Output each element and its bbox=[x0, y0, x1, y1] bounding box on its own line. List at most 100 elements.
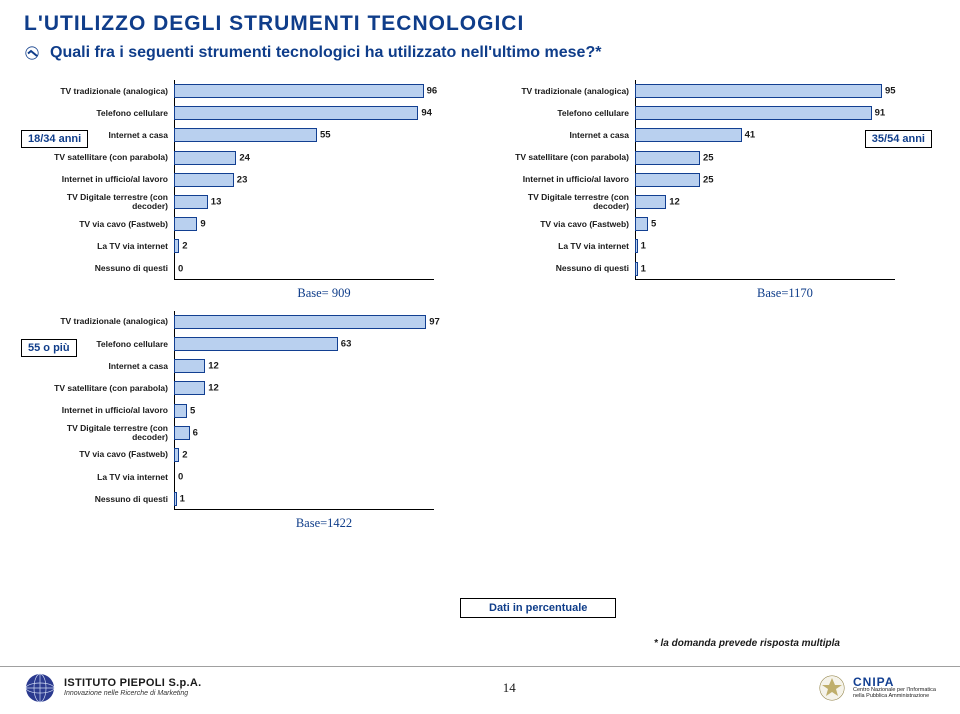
bar: 25 bbox=[635, 173, 700, 187]
chart-row: TV via cavo (Fastweb)9 bbox=[174, 213, 471, 235]
value-label: 96 bbox=[423, 86, 438, 97]
value-label: 63 bbox=[337, 338, 352, 349]
value-label: 12 bbox=[204, 361, 219, 372]
bar: 5 bbox=[174, 404, 187, 418]
chart-row: Internet in ufficio/al lavoro5 bbox=[174, 399, 490, 421]
value-label: 6 bbox=[189, 427, 198, 438]
value-label: 1 bbox=[637, 241, 646, 252]
bar: 12 bbox=[174, 381, 205, 395]
category-label: TV via cavo (Fastweb) bbox=[24, 220, 174, 229]
value-label: 12 bbox=[665, 197, 680, 208]
category-label: TV tradizionale (analogica) bbox=[24, 317, 174, 326]
bar: 6 bbox=[174, 426, 190, 440]
category-label: La TV via internet bbox=[24, 473, 174, 482]
value-label: 2 bbox=[178, 241, 187, 252]
bar: 41 bbox=[635, 128, 742, 142]
value-label: 95 bbox=[881, 86, 896, 97]
bar-area: 1 bbox=[635, 239, 895, 253]
category-label: Telefono cellulare bbox=[485, 109, 635, 118]
piepoli-line1: ISTITUTO PIEPOLI S.p.A. bbox=[64, 678, 202, 690]
base-label-left: Base= 909 bbox=[174, 286, 474, 301]
bar-area: 1 bbox=[174, 492, 434, 506]
category-label: TV Digitale terrestre (con decoder) bbox=[24, 193, 174, 211]
chart-row: TV tradizionale (analogica)95 bbox=[635, 80, 932, 102]
bar: 12 bbox=[174, 359, 205, 373]
bar: 94 bbox=[174, 106, 418, 120]
category-label: TV tradizionale (analogica) bbox=[485, 87, 635, 96]
chart-row: La TV via internet1 bbox=[635, 235, 932, 257]
footnote: * la domanda prevede risposta multipla bbox=[654, 638, 840, 649]
value-label: 1 bbox=[176, 494, 185, 505]
value-label: 5 bbox=[647, 219, 656, 230]
bar-area: 13 bbox=[174, 195, 434, 209]
bar-area: 2 bbox=[174, 239, 434, 253]
category-label: TV satellitare (con parabola) bbox=[485, 153, 635, 162]
bar: 2 bbox=[174, 239, 179, 253]
category-label: Nessuno di questi bbox=[24, 495, 174, 504]
bar: 97 bbox=[174, 315, 426, 329]
bullet-icon bbox=[24, 45, 40, 61]
category-label: TV Digitale terrestre (con decoder) bbox=[485, 193, 635, 211]
bar-area: 97 bbox=[174, 315, 434, 329]
bar-area: 95 bbox=[635, 84, 895, 98]
piepoli-line2: Innovazione nelle Ricerche di Marketing bbox=[64, 690, 202, 697]
bar-area: 94 bbox=[174, 106, 434, 120]
chart-row: TV tradizionale (analogica)97 bbox=[174, 311, 490, 333]
category-label: Nessuno di questi bbox=[24, 264, 174, 273]
bar-area: 9 bbox=[174, 217, 434, 231]
bar-area: 55 bbox=[174, 128, 434, 142]
bar-area: 25 bbox=[635, 173, 895, 187]
chart-block-top-left: 18/34 anni TV tradizionale (analogica)96… bbox=[24, 80, 475, 301]
category-label: Nessuno di questi bbox=[485, 264, 635, 273]
bar: 2 bbox=[174, 448, 179, 462]
chart-row: Telefono cellulare63 bbox=[174, 333, 490, 355]
category-label: La TV via internet bbox=[485, 242, 635, 251]
chart-row: TV Digitale terrestre (con decoder)12 bbox=[635, 191, 932, 213]
category-label: Internet a casa bbox=[24, 131, 174, 140]
bar: 63 bbox=[174, 337, 338, 351]
category-label: La TV via internet bbox=[24, 242, 174, 251]
value-label: 12 bbox=[204, 383, 219, 394]
category-label: TV via cavo (Fastweb) bbox=[485, 220, 635, 229]
cnipa-logo: CNIPA Centro Nazionale per l'Informatica… bbox=[817, 673, 936, 703]
bar-area: 24 bbox=[174, 151, 434, 165]
value-label: 25 bbox=[699, 174, 714, 185]
chart-row: La TV via internet0 bbox=[174, 466, 490, 488]
bar: 1 bbox=[635, 262, 638, 276]
base-label-bottom: Base=1422 bbox=[174, 516, 474, 531]
bar-chart-55plus: TV tradizionale (analogica)97Telefono ce… bbox=[24, 311, 494, 511]
category-label: Internet in ufficio/al lavoro bbox=[485, 175, 635, 184]
page-number: 14 bbox=[503, 680, 516, 696]
bar-area: 0 bbox=[174, 470, 434, 484]
value-label: 2 bbox=[178, 449, 187, 460]
category-label: Internet in ufficio/al lavoro bbox=[24, 175, 174, 184]
chart-row: Internet in ufficio/al lavoro25 bbox=[635, 169, 932, 191]
value-label: 23 bbox=[233, 174, 248, 185]
category-label: TV via cavo (Fastweb) bbox=[24, 450, 174, 459]
value-label: 24 bbox=[235, 152, 250, 163]
category-label: TV satellitare (con parabola) bbox=[24, 384, 174, 393]
chart-block-bottom: 55 o più TV tradizionale (analogica)97Te… bbox=[24, 311, 494, 532]
category-label: TV tradizionale (analogica) bbox=[24, 87, 174, 96]
category-label: Internet in ufficio/al lavoro bbox=[24, 406, 174, 415]
subtitle-text: Quali fra i seguenti strumenti tecnologi… bbox=[50, 44, 601, 62]
category-label: Internet a casa bbox=[485, 131, 635, 140]
bar: 1 bbox=[635, 239, 638, 253]
chart-row: La TV via internet2 bbox=[174, 235, 471, 257]
category-label: TV satellitare (con parabola) bbox=[24, 153, 174, 162]
value-label: 55 bbox=[316, 130, 331, 141]
chart-row: Internet a casa41 bbox=[635, 124, 932, 146]
footer: ISTITUTO PIEPOLI S.p.A. Innovazione nell… bbox=[0, 666, 960, 708]
bar-chart-18-34: TV tradizionale (analogica)96Telefono ce… bbox=[24, 80, 475, 280]
bar-area: 0 bbox=[174, 262, 434, 276]
chart-row: Telefono cellulare94 bbox=[174, 102, 471, 124]
bar-area: 12 bbox=[174, 381, 434, 395]
value-label: 0 bbox=[174, 472, 183, 483]
bar: 96 bbox=[174, 84, 424, 98]
bar-area: 91 bbox=[635, 106, 895, 120]
bar: 1 bbox=[174, 492, 177, 506]
value-label: 9 bbox=[196, 219, 205, 230]
page-root: L'UTILIZZO DEGLI STRUMENTI TECNOLOGICI Q… bbox=[0, 0, 960, 714]
globe-icon bbox=[24, 672, 56, 704]
chart-row: TV Digitale terrestre (con decoder)6 bbox=[174, 422, 490, 444]
